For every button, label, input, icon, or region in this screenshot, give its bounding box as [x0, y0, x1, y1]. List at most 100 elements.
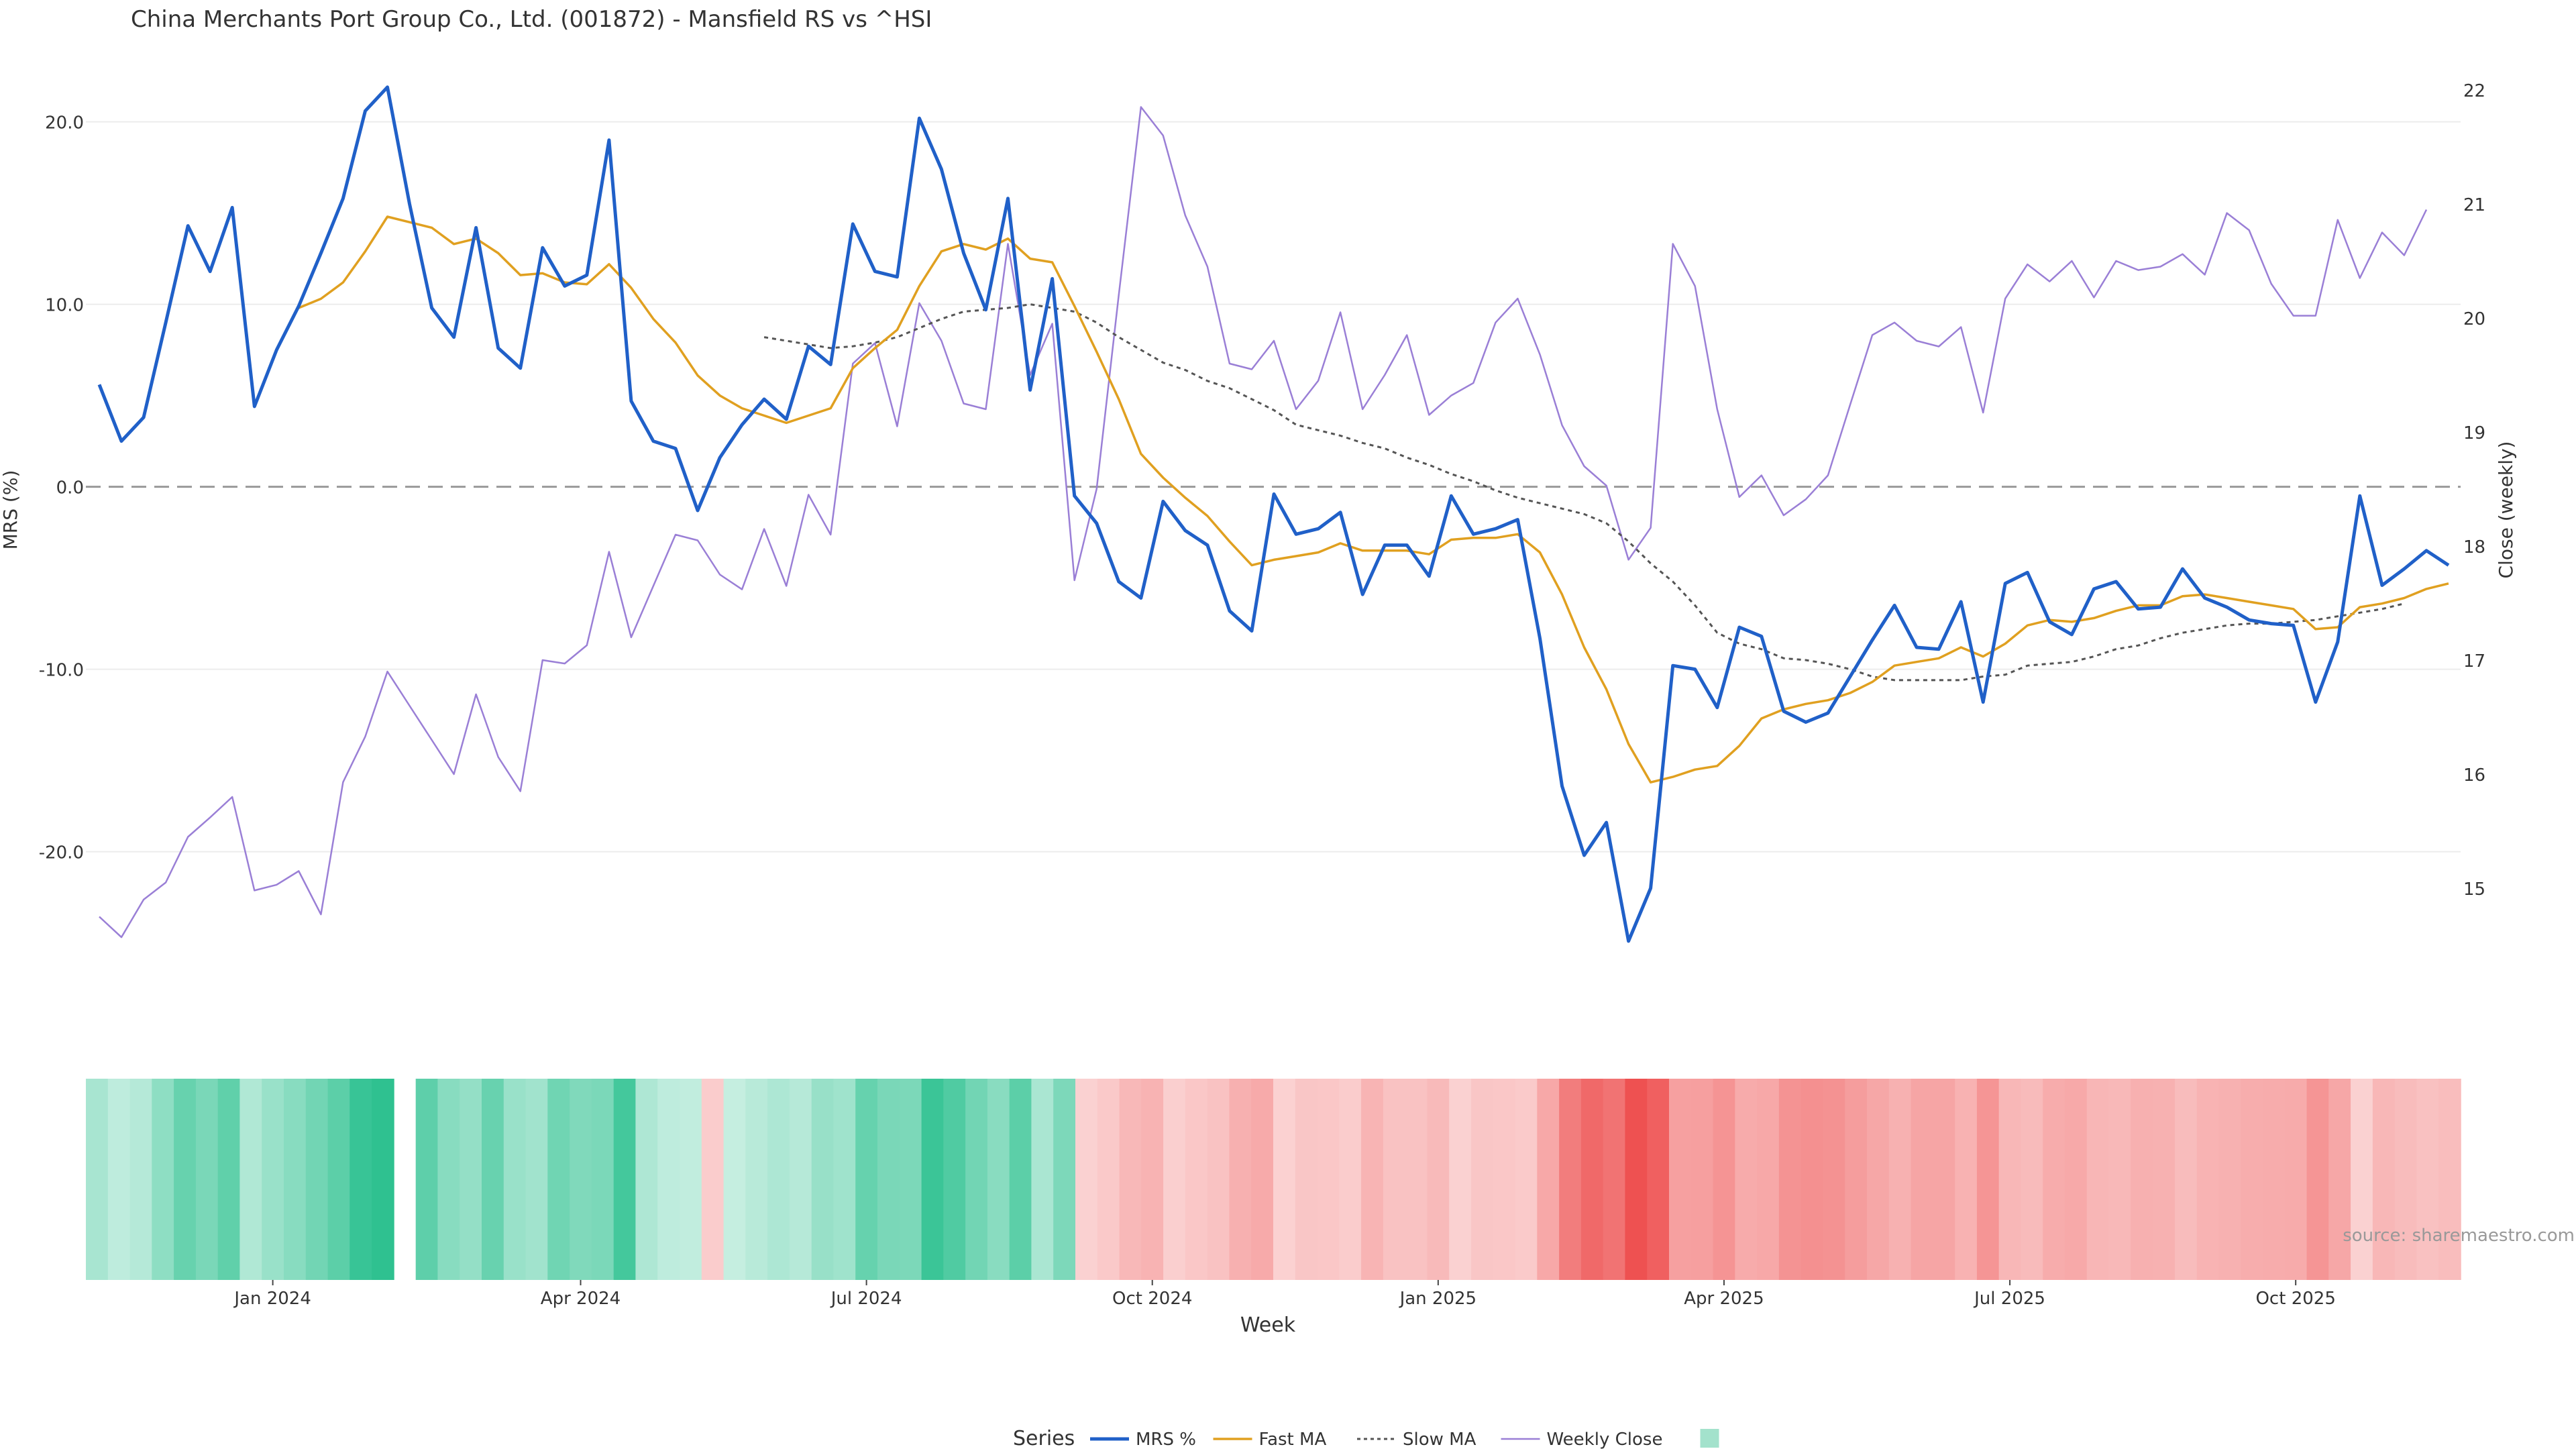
heatmap-cell	[657, 1079, 680, 1280]
heatmap-cell	[1207, 1079, 1230, 1280]
heatmap-cell	[1471, 1079, 1494, 1280]
heatmap-cell	[1053, 1079, 1076, 1280]
heatmap-cell	[1383, 1079, 1406, 1280]
x-tick-label: Apr 2025	[1684, 1289, 1764, 1309]
legend-label: Weekly Close	[1547, 1430, 1663, 1449]
heatmap-cell	[877, 1079, 900, 1280]
heatmap-cell	[1976, 1079, 2000, 1280]
x-tick-label: Apr 2024	[541, 1289, 621, 1309]
heatmap-cell	[635, 1079, 658, 1280]
right-tick-label: 21	[2463, 195, 2485, 215]
fast-ma-line	[298, 215, 2449, 784]
heatmap-cell	[1778, 1079, 1802, 1280]
right-axis-label: Close (weekly)	[2495, 441, 2517, 579]
heatmap-cell	[1119, 1079, 1142, 1280]
gridlines	[86, 121, 2461, 853]
legend-label: MRS %	[1136, 1430, 1196, 1449]
heatmap-cell	[460, 1079, 482, 1280]
heatmap-cell	[570, 1079, 592, 1280]
heatmap-cell	[1515, 1079, 1538, 1280]
heatmap-cell	[1690, 1079, 1714, 1280]
heatmap-cell	[701, 1079, 724, 1280]
heatmap-cell	[1273, 1079, 1296, 1280]
x-tick-label: Jan 2024	[233, 1289, 311, 1309]
heatmap-cell	[327, 1079, 351, 1280]
heatmap-cell	[239, 1079, 262, 1280]
right-axis-ticks: 22 21 20 19 18 17 16 15	[2463, 81, 2485, 900]
mrs-heatmap-strip	[86, 1079, 2461, 1280]
heatmap-cell	[2021, 1079, 2043, 1280]
heatmap-cell	[1580, 1079, 1604, 1280]
heatmap-cell	[482, 1079, 504, 1280]
heatmap-cell	[2218, 1079, 2241, 1280]
heatmap-cell	[1405, 1079, 1428, 1280]
heatmap-cell	[262, 1079, 284, 1280]
heatmap-cell	[2351, 1079, 2373, 1280]
heatmap-cell	[284, 1079, 307, 1280]
heatmap-cell	[1163, 1079, 1186, 1280]
heatmap-cell	[2416, 1079, 2439, 1280]
x-axis-ticks: Jan 2024 Apr 2024 Jul 2024 Oct 2024 Jan 2025…	[233, 1280, 2336, 1309]
heatmap-cell	[1009, 1079, 1032, 1280]
heatmap-cell	[2043, 1079, 2065, 1280]
heatmap-cell	[1537, 1079, 1560, 1280]
heatmap-cell	[1097, 1079, 1120, 1280]
heatmap-cell	[107, 1079, 131, 1280]
heatmap-cell	[767, 1079, 790, 1280]
heatmap-cell	[1845, 1079, 1868, 1280]
heatmap-cell	[2196, 1079, 2220, 1280]
weekly-close-line	[99, 106, 2428, 938]
heatmap-cell	[2372, 1079, 2396, 1280]
heatmap-cell	[1998, 1079, 2022, 1280]
heatmap-cell	[2241, 1079, 2263, 1280]
heatmap-cell	[2131, 1079, 2153, 1280]
slow-ma-line	[763, 303, 2405, 682]
heatmap-cell	[943, 1079, 966, 1280]
heatmap-cell	[2328, 1079, 2351, 1280]
heatmap-cell	[1339, 1079, 1362, 1280]
left-tick-label: 20.0	[45, 113, 84, 133]
heatmap-cell	[547, 1079, 570, 1280]
heatmap-cell	[1427, 1079, 1450, 1280]
heatmap-cell	[1141, 1079, 1164, 1280]
right-tick-label: 17	[2463, 651, 2485, 672]
heatmap-cell	[525, 1079, 549, 1280]
heatmap-cell	[1933, 1079, 1955, 1280]
right-tick-label: 19	[2463, 423, 2485, 443]
heatmap-cell	[723, 1079, 747, 1280]
heatmap-cell	[1361, 1079, 1384, 1280]
heatmap-cell	[1757, 1079, 1780, 1280]
x-tick-label: Jul 2025	[1973, 1289, 2045, 1309]
heatmap-cell	[437, 1079, 460, 1280]
heatmap-cell	[789, 1079, 812, 1280]
x-tick-label: Jul 2024	[830, 1289, 902, 1309]
heatmap-cell	[2394, 1079, 2418, 1280]
left-tick-label: 0.0	[56, 478, 84, 498]
heatmap-cell	[372, 1079, 394, 1280]
heatmap-cell	[1955, 1079, 1978, 1280]
legend-label: Fast MA	[1259, 1430, 1327, 1449]
left-tick-label: -10.0	[39, 661, 84, 681]
heatmap-cell	[1295, 1079, 1318, 1280]
right-tick-label: 16	[2463, 765, 2485, 786]
heatmap-cell	[899, 1079, 922, 1280]
x-tick-label: Jan 2025	[1399, 1289, 1477, 1309]
heatmap-cell	[921, 1079, 945, 1280]
heatmap-cell	[1669, 1079, 1692, 1280]
heatmap-cell	[1713, 1079, 1736, 1280]
heatmap-cell	[1625, 1079, 1648, 1280]
heatmap-cell	[2284, 1079, 2308, 1280]
heatmap-cell	[855, 1079, 878, 1280]
heatmap-cell	[217, 1079, 241, 1280]
heatmap-cell	[195, 1079, 219, 1280]
x-axis-label: Week	[1240, 1313, 1296, 1337]
left-axis-ticks: 20.0 10.0 0.0 -10.0 -20.0	[39, 113, 84, 863]
right-tick-label: 18	[2463, 537, 2485, 557]
heatmap-cell	[350, 1079, 372, 1280]
heatmap-cell	[2065, 1079, 2088, 1280]
heatmap-cell	[2438, 1079, 2461, 1280]
heatmap-cell	[1317, 1079, 1340, 1280]
left-tick-label: 10.0	[45, 296, 84, 316]
left-axis-label: MRS (%)	[0, 470, 21, 550]
